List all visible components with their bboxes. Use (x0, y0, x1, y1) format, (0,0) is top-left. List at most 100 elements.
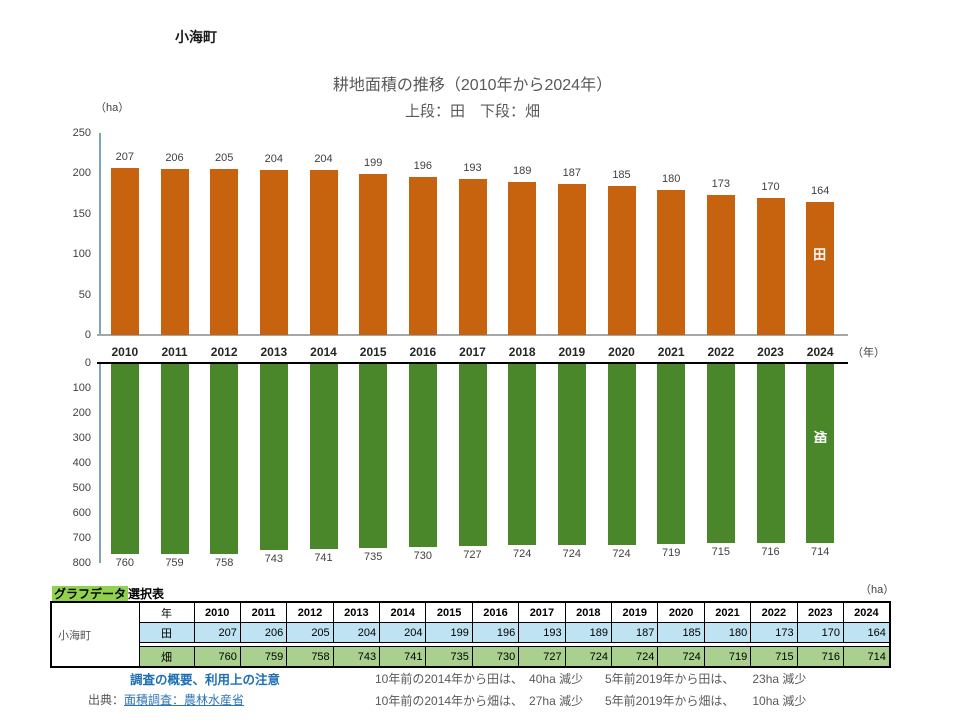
paddy-bar-value-label: 199 (363, 157, 383, 170)
x-axis-year-label: 2024 (806, 345, 834, 359)
paddy-bar (806, 202, 835, 335)
table-paddy-value-cell: 199 (425, 622, 473, 643)
table-paddy-value-cell: 207 (193, 622, 241, 643)
table-year-cell: 2013 (332, 601, 381, 623)
table-year-cell: 2010 (193, 601, 241, 623)
field-bar-value-label: 760 (115, 557, 134, 569)
table-title-rest: 選択表 (128, 587, 165, 601)
table-paddy-value-cell: 204 (332, 622, 381, 643)
x-axis-year-label: 2014 (310, 345, 337, 359)
paddy-bar-value-label: 164 (810, 185, 830, 198)
field-bar (458, 364, 487, 546)
table-field-value-cell: 724 (564, 646, 613, 668)
graph-data-table: 小海町年 2010 2011 2012 2013 2014 2015 2016 2017 2018… (50, 601, 891, 668)
table-year-cell: 2014 (379, 601, 427, 623)
table-year-cell: 2023 (796, 601, 844, 623)
table-paddy-value-cell: 205 (286, 622, 334, 643)
table-year-cell: 2020 (657, 601, 705, 623)
x-axis-year-label: 2011 (161, 345, 188, 359)
paddy-y-tick-label: 50 (78, 288, 91, 301)
x-axis-year-label: 2018 (508, 345, 536, 359)
x-axis-year-label: 2013 (260, 345, 288, 359)
table-field-value-cell: 735 (425, 646, 473, 668)
field-bar (706, 364, 735, 543)
paddy-bar-value-label: 205 (214, 152, 234, 165)
source-label: 出典： (88, 693, 125, 707)
paddy-bar (557, 183, 586, 335)
field-bar (508, 364, 537, 545)
field-bar (259, 364, 288, 550)
x-axis-year-label: 2016 (409, 345, 437, 359)
note-10y-field: 10年前の2014年から畑は、 27ha 減少 (375, 694, 584, 708)
table-field-value-cell: 714 (842, 646, 891, 668)
field-y-tick-label: 200 (72, 407, 91, 419)
field-bar (408, 364, 437, 547)
field-bar-value-label: 724 (562, 548, 581, 560)
field-bar-value-label: 730 (413, 549, 432, 562)
table-year-cell: 2018 (564, 601, 613, 623)
table-municipality-cell: 小海町 (50, 601, 140, 668)
table-field-value-cell: 743 (332, 646, 381, 668)
table-year-cell: 2019 (611, 601, 659, 623)
paddy-bar (706, 195, 735, 335)
paddy-bar (508, 182, 537, 335)
table-year-cell: 2024 (842, 601, 891, 623)
paddy-y-tick-label: 0 (84, 329, 91, 341)
table-year-cell: 2021 (703, 601, 752, 623)
source-link[interactable]: 面積調査：農林水産省 (124, 693, 245, 707)
survey-notes-link[interactable]: 調査の概要、利用上の注意 (130, 673, 281, 687)
table-row-label-paddy: 田 (138, 622, 195, 643)
page-title: 小海町 (175, 29, 217, 45)
y-axis-unit-label: （ha） (95, 102, 130, 114)
table-year-cell: 2015 (425, 601, 473, 623)
table-paddy-value-cell: 187 (611, 622, 659, 643)
x-axis-year-label: 2023 (757, 345, 784, 359)
paddy-bar-value-label: 204 (314, 153, 333, 166)
field-bar-value-label: 716 (761, 546, 780, 558)
paddy-bar-value-label: 189 (512, 165, 532, 178)
note-5y-paddy: 5年前2019年から田は、 23ha 減少 (605, 672, 807, 686)
field-bar-value-label: 724 (612, 548, 631, 560)
paddy-bar-value-label: 180 (661, 172, 681, 185)
table-year-cell: 2011 (239, 601, 288, 623)
field-bar-value-label: 759 (165, 556, 184, 569)
field-bar (806, 364, 835, 543)
paddy-y-tick-label: 100 (72, 248, 91, 261)
field-bar-value-label: 724 (512, 548, 532, 560)
paddy-bar-value-label: 170 (761, 180, 780, 193)
paddy-series-label: 田 (813, 247, 827, 262)
notes-10-year: 10年前の2014年から田は、 40ha 減少 10年前の2014年から畑は、 … (375, 670, 583, 714)
paddy-bar (309, 170, 338, 335)
field-bar-value-label: 758 (214, 556, 234, 569)
field-bar-value-label: 719 (661, 546, 681, 559)
field-bar (309, 364, 338, 550)
table-year-cell: 2012 (286, 601, 334, 623)
chart-title: 耕地面積の推移（2010年から2024年） (332, 77, 613, 94)
paddy-y-tick-label: 150 (72, 207, 91, 220)
field-y-axis-line (99, 363, 101, 563)
x-axis-year-label: 2022 (707, 345, 735, 359)
field-bar-value-label: 735 (363, 550, 383, 563)
field-bar (756, 364, 785, 543)
paddy-bar (110, 167, 139, 335)
table-field-value-cell: 741 (379, 646, 427, 668)
table-paddy-value-cell: 185 (657, 622, 705, 643)
field-y-tick-label: 800 (72, 557, 91, 569)
field-bar-value-label: 727 (463, 548, 482, 561)
table-field-value-cell: 758 (286, 646, 334, 668)
table-unit-label: （ha） (860, 584, 895, 596)
table-field-value-cell: 760 (193, 646, 241, 668)
table-title-highlight: グラフデータ (52, 586, 129, 602)
paddy-bar (607, 185, 636, 335)
x-axis-year-label: 2012 (210, 345, 238, 359)
table-row-label-field: 畑 (138, 646, 195, 668)
source-line: 出典：面積調査：農林水産省 (88, 691, 244, 708)
field-y-tick-label: 300 (72, 432, 91, 444)
field-bar-value-label: 743 (264, 552, 283, 565)
field-y-tick-label: 600 (72, 507, 91, 519)
field-y-tick-label: 0 (84, 357, 91, 369)
table-field-value-cell: 727 (518, 646, 566, 668)
paddy-bar (408, 176, 437, 335)
table-paddy-value-cell: 180 (703, 622, 752, 643)
